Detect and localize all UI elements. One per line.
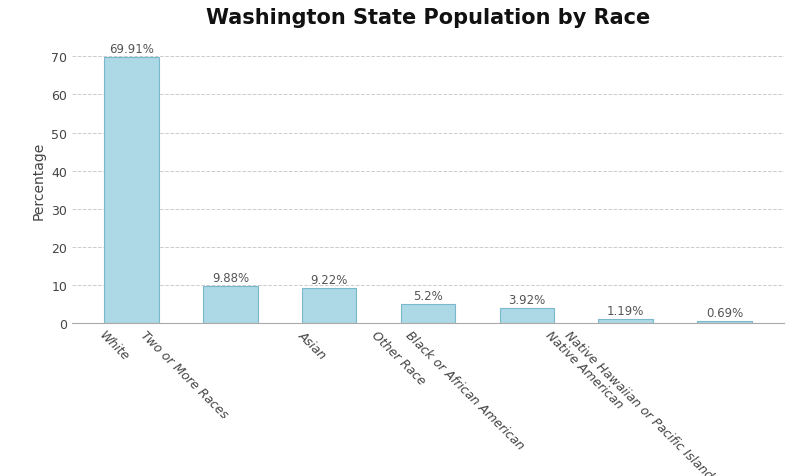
Bar — [104, 58, 158, 324]
Text: 0.69%: 0.69% — [706, 306, 743, 319]
Bar — [302, 288, 356, 324]
Text: 5.2%: 5.2% — [413, 289, 443, 302]
Text: 1.19%: 1.19% — [607, 304, 644, 317]
Y-axis label: Percentage: Percentage — [31, 142, 46, 220]
Bar — [401, 304, 455, 324]
Title: Washington State Population by Race: Washington State Population by Race — [206, 8, 650, 28]
Bar — [698, 321, 752, 324]
Bar — [500, 309, 554, 324]
Text: 69.91%: 69.91% — [109, 42, 154, 56]
Text: 3.92%: 3.92% — [508, 294, 546, 307]
Text: 9.22%: 9.22% — [310, 274, 348, 287]
Bar — [598, 319, 653, 324]
Bar — [203, 286, 258, 324]
Text: 9.88%: 9.88% — [212, 271, 249, 284]
